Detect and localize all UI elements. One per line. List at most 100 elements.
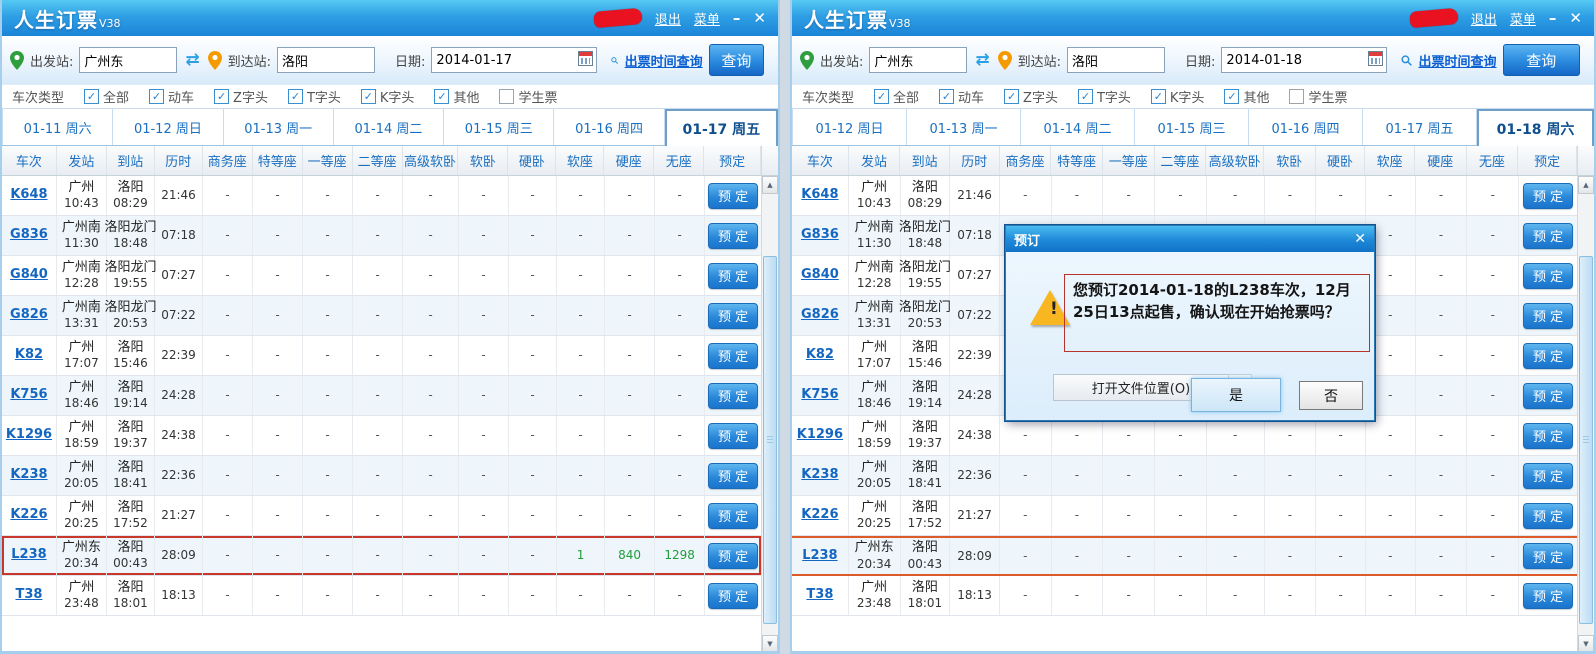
book-button[interactable]: 预 定 [708, 462, 759, 489]
checkbox-icon[interactable] [499, 89, 515, 104]
scrollbar-track[interactable] [1578, 194, 1594, 635]
date-tab-selected[interactable]: 01-17 周五 [664, 109, 778, 146]
dialog-titlebar[interactable]: 预订 ✕ [1006, 226, 1374, 252]
dialog-close-icon[interactable]: ✕ [1354, 231, 1366, 247]
date-tab[interactable]: 01-14 周二 [1021, 109, 1135, 145]
checkbox-icon[interactable]: ✓ [939, 89, 955, 104]
close-button[interactable]: ✕ [1569, 8, 1582, 27]
scrollbar-thumb[interactable] [763, 256, 777, 624]
book-button[interactable]: 预 定 [708, 542, 759, 569]
train-link[interactable]: K756 [801, 387, 839, 403]
book-button[interactable]: 预 定 [708, 342, 759, 369]
filter-option[interactable]: ✓ Z字头 [214, 87, 268, 106]
scroll-down-button[interactable]: ▼ [1578, 635, 1594, 651]
book-button[interactable]: 预 定 [708, 222, 759, 249]
filter-option[interactable]: ✓ 全部 [84, 87, 129, 106]
menu-link[interactable]: 菜单 [1509, 12, 1536, 28]
book-button[interactable]: 预 定 [708, 422, 759, 449]
date-input[interactable] [431, 47, 598, 73]
from-station-input[interactable] [79, 47, 178, 73]
ticket-time-link[interactable]: 出票时间查询 [624, 54, 703, 70]
train-link[interactable]: G840 [10, 267, 48, 283]
minimize-button[interactable]: – [1548, 8, 1557, 27]
vertical-scrollbar[interactable]: ▲ ▼ [761, 146, 778, 651]
book-button[interactable]: 预 定 [1523, 422, 1574, 449]
vertical-scrollbar[interactable]: ▲ ▼ [1577, 146, 1594, 651]
train-link[interactable]: K648 [10, 187, 48, 203]
train-link[interactable]: L238 [802, 547, 838, 563]
train-link[interactable]: K1296 [796, 427, 844, 443]
scroll-up-button[interactable]: ▲ [1578, 176, 1594, 194]
train-link[interactable]: T38 [806, 587, 834, 603]
train-link[interactable]: K648 [801, 187, 839, 203]
menu-link[interactable]: 菜单 [693, 12, 720, 28]
date-tab[interactable]: 01-17 周五 [1363, 109, 1477, 145]
filter-option[interactable]: 学生票 [1289, 87, 1347, 106]
calendar-icon[interactable] [1368, 51, 1384, 66]
train-link[interactable]: G836 [800, 227, 839, 243]
train-link[interactable]: G840 [800, 267, 839, 283]
filter-option[interactable]: ✓ Z字头 [1004, 87, 1058, 106]
scrollbar-thumb[interactable] [1579, 256, 1593, 624]
book-button[interactable]: 预 定 [708, 262, 759, 289]
filter-option[interactable]: ✓ T字头 [287, 87, 341, 106]
train-link[interactable]: K238 [10, 467, 48, 483]
book-button[interactable]: 预 定 [1523, 502, 1574, 529]
book-button[interactable]: 预 定 [708, 582, 759, 609]
train-link[interactable]: K1296 [5, 427, 53, 443]
date-tab[interactable]: 01-15 周三 [1135, 109, 1249, 145]
checkbox-icon[interactable]: ✓ [874, 89, 890, 104]
scrollbar-track[interactable] [762, 194, 778, 635]
date-tab[interactable]: 01-13 周一 [224, 109, 334, 145]
checkbox-icon[interactable]: ✓ [1224, 89, 1240, 104]
train-link[interactable]: K756 [10, 387, 48, 403]
minimize-button[interactable]: – [732, 8, 741, 27]
book-button[interactable]: 预 定 [1523, 262, 1574, 289]
book-button[interactable]: 预 定 [1523, 382, 1574, 409]
checkbox-icon[interactable]: ✓ [149, 89, 165, 104]
book-button[interactable]: 预 定 [708, 502, 759, 529]
train-link[interactable]: K82 [805, 347, 834, 363]
from-station-input[interactable] [869, 47, 968, 73]
filter-option[interactable]: ✓ 动车 [939, 87, 984, 106]
swap-stations-icon[interactable]: ⇄ [185, 49, 200, 70]
filter-option[interactable]: ✓ K字头 [1150, 87, 1204, 106]
swap-stations-icon[interactable]: ⇄ [975, 49, 990, 70]
date-tab[interactable]: 01-16 周四 [1249, 109, 1363, 145]
train-link[interactable]: K226 [10, 507, 48, 523]
checkbox-icon[interactable]: ✓ [360, 89, 376, 104]
logout-link[interactable]: 退出 [654, 12, 681, 28]
scroll-down-button[interactable]: ▼ [762, 635, 778, 651]
query-button[interactable]: 查询 [708, 44, 764, 76]
train-link[interactable]: G836 [10, 227, 48, 243]
book-button[interactable]: 预 定 [1523, 462, 1574, 489]
checkbox-icon[interactable]: ✓ [84, 89, 100, 104]
checkbox-icon[interactable]: ✓ [1077, 89, 1093, 104]
date-tab-selected[interactable]: 01-18 周六 [1477, 109, 1594, 146]
checkbox-icon[interactable]: ✓ [287, 89, 303, 104]
train-link[interactable]: G826 [800, 307, 839, 323]
close-button[interactable]: ✕ [753, 8, 766, 27]
book-button[interactable]: 预 定 [1523, 182, 1574, 209]
yes-button[interactable]: 是 [1191, 378, 1281, 412]
filter-option[interactable]: ✓ T字头 [1077, 87, 1131, 106]
train-link[interactable]: G826 [10, 307, 48, 323]
checkbox-icon[interactable]: ✓ [434, 89, 450, 104]
checkbox-icon[interactable]: ✓ [1004, 89, 1020, 104]
calendar-icon[interactable] [578, 51, 594, 66]
filter-option[interactable]: 学生票 [499, 87, 557, 106]
book-button[interactable]: 预 定 [1523, 543, 1574, 569]
filter-option[interactable]: ✓ K字头 [360, 87, 414, 106]
book-button[interactable]: 预 定 [1523, 222, 1574, 249]
book-button[interactable]: 预 定 [1523, 582, 1574, 609]
filter-option[interactable]: ✓ 全部 [874, 87, 919, 106]
checkbox-icon[interactable] [1289, 89, 1305, 104]
book-button[interactable]: 预 定 [708, 182, 759, 209]
filter-option[interactable]: ✓ 动车 [149, 87, 194, 106]
train-link[interactable]: T38 [15, 587, 43, 603]
date-tab[interactable]: 01-11 周六 [2, 109, 114, 145]
filter-option[interactable]: ✓ 其他 [1224, 87, 1269, 106]
logout-link[interactable]: 退出 [1470, 12, 1497, 28]
checkbox-icon[interactable]: ✓ [1150, 89, 1166, 104]
book-button[interactable]: 预 定 [708, 302, 759, 329]
